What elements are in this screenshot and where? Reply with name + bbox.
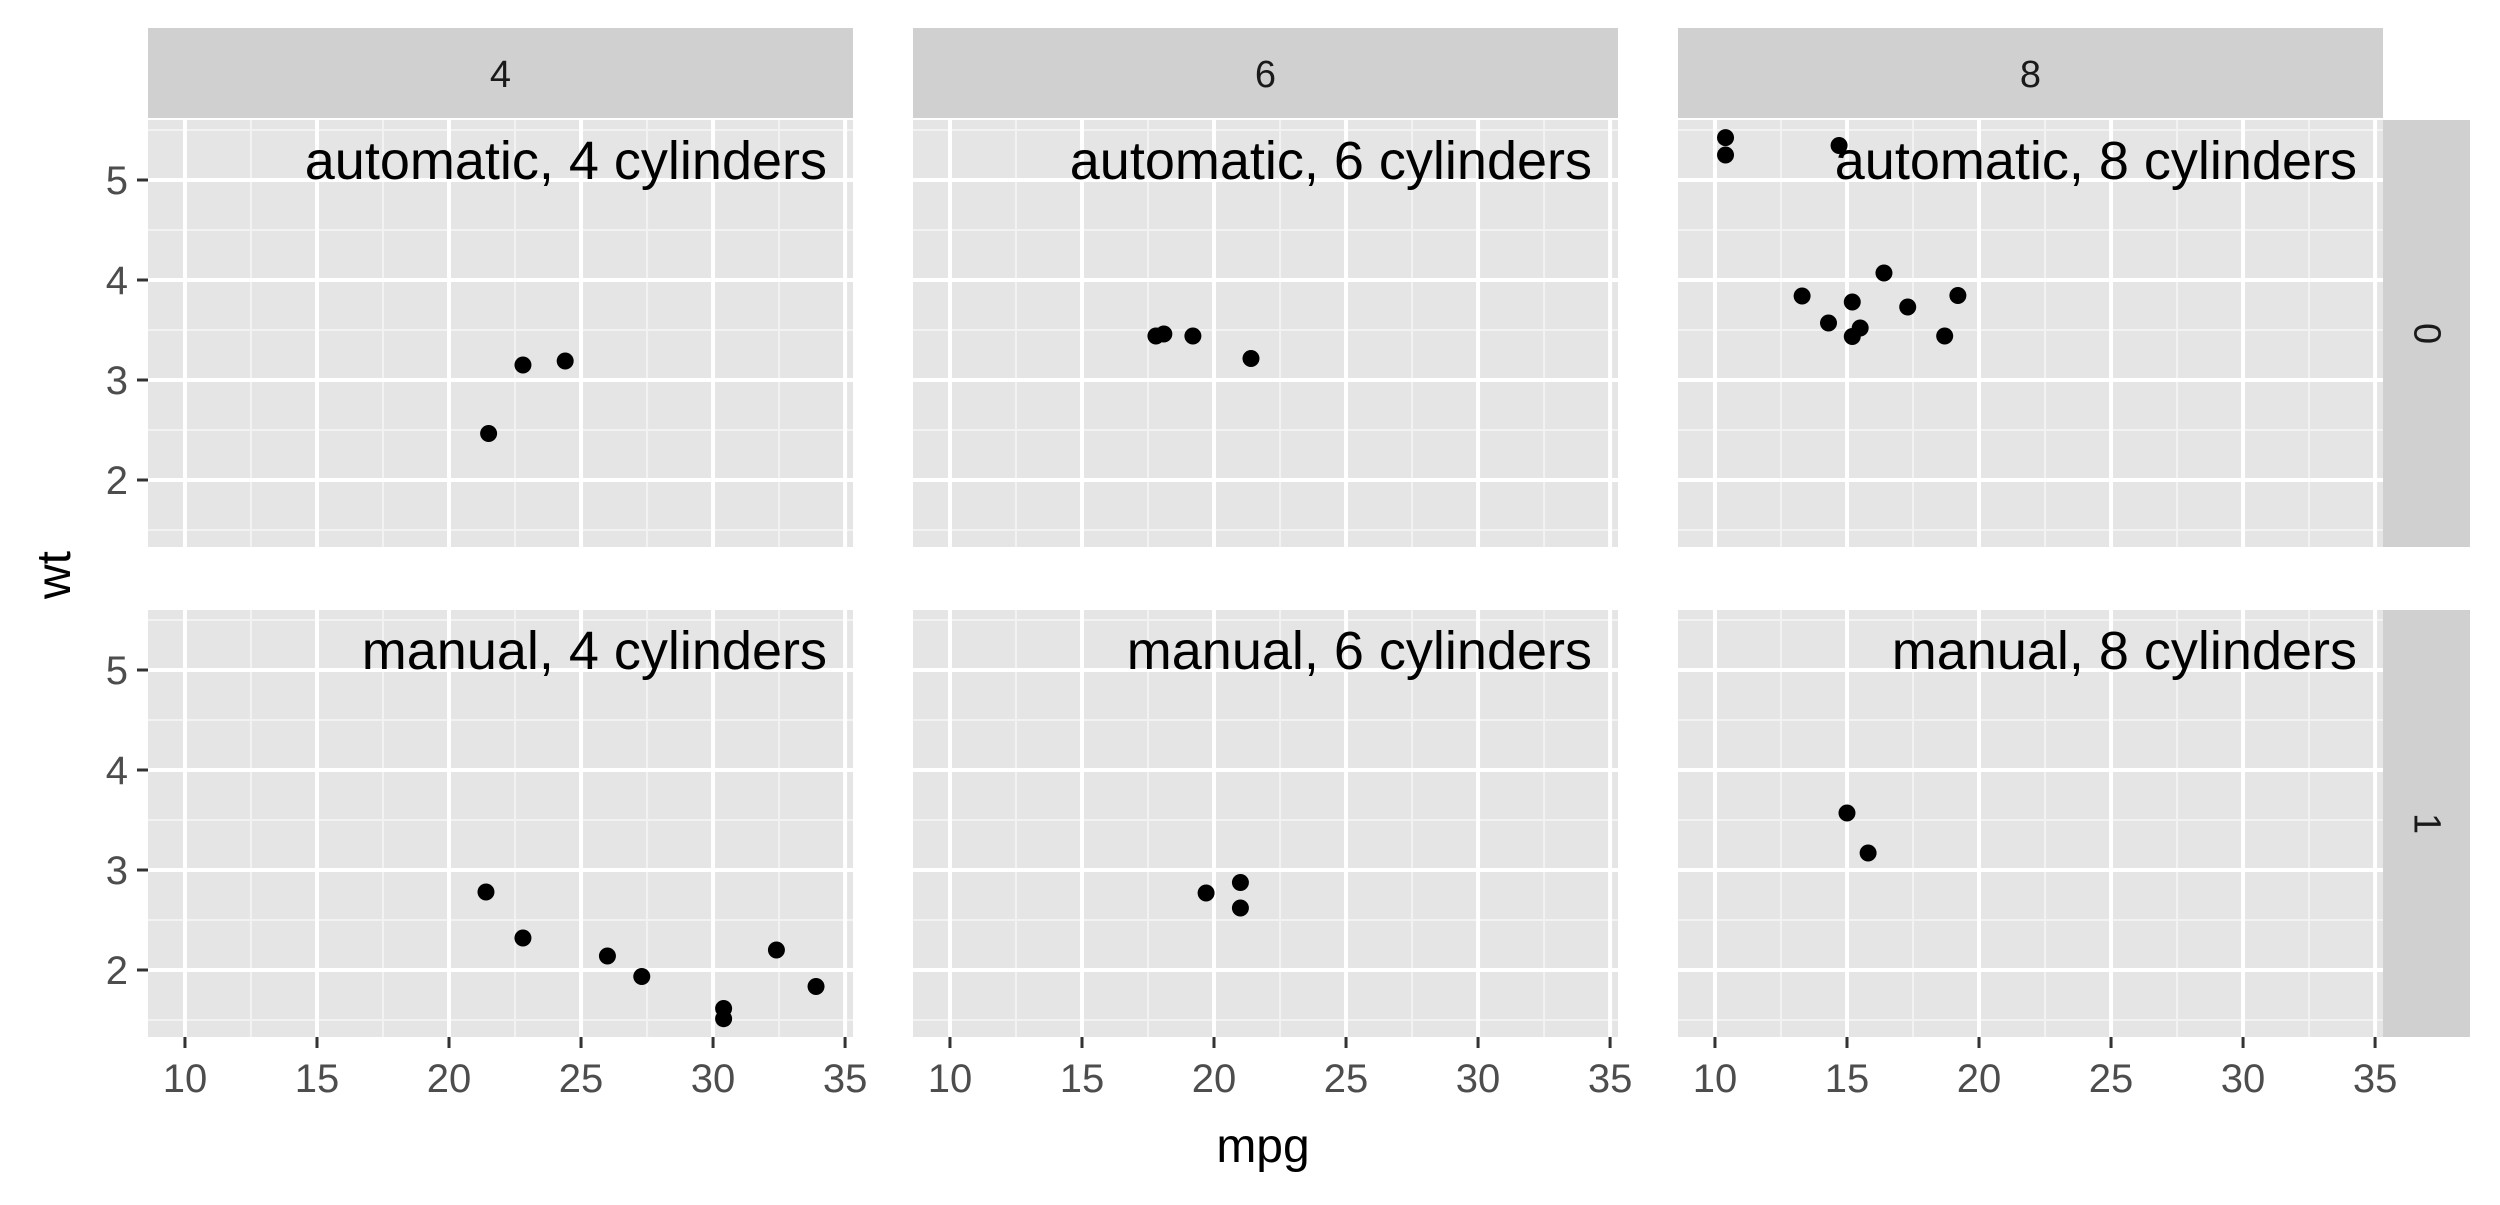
data-point bbox=[807, 978, 825, 995]
data-point bbox=[1949, 287, 1967, 304]
x-tick-label: 25 bbox=[2089, 1057, 2134, 1101]
panel-background bbox=[148, 610, 853, 1037]
data-point bbox=[633, 968, 651, 985]
data-point bbox=[556, 352, 574, 370]
x-tick-label: 30 bbox=[2221, 1057, 2266, 1101]
facet-panel: automatic, 6 cylinders bbox=[913, 120, 1618, 547]
x-tick-label: 15 bbox=[1825, 1057, 1870, 1101]
data-point bbox=[1793, 287, 1811, 305]
data-point bbox=[514, 929, 532, 947]
panel-annotation: manual, 4 cylinders bbox=[362, 621, 827, 681]
column-strip-label: 6 bbox=[1255, 54, 1276, 96]
column-strip bbox=[913, 28, 1618, 118]
panel-annotation: automatic, 8 cylinders bbox=[1835, 131, 2357, 191]
data-point bbox=[1717, 146, 1735, 164]
data-point bbox=[1717, 129, 1735, 147]
data-point bbox=[1155, 325, 1173, 343]
facet-panel: manual, 6 cylinders bbox=[913, 610, 1618, 1037]
y-tick-label: 5 bbox=[106, 159, 128, 203]
data-point bbox=[1875, 264, 1893, 282]
data-point bbox=[1899, 298, 1917, 316]
data-point bbox=[1859, 844, 1877, 862]
x-tick-label: 30 bbox=[691, 1057, 736, 1101]
data-point bbox=[715, 1010, 733, 1028]
column-strip-label: 8 bbox=[2020, 54, 2041, 96]
facet-panel: automatic, 4 cylinders bbox=[148, 120, 853, 547]
y-tick-label: 4 bbox=[106, 259, 128, 303]
x-tick-label: 20 bbox=[1192, 1057, 1237, 1101]
panel-annotation: manual, 8 cylinders bbox=[1892, 621, 2357, 681]
y-tick-label: 3 bbox=[106, 359, 128, 403]
data-point bbox=[1838, 804, 1856, 822]
panel-background bbox=[1678, 610, 2383, 1037]
x-tick-label: 25 bbox=[1324, 1057, 1369, 1101]
x-tick-label: 15 bbox=[1060, 1057, 1105, 1101]
y-tick-label: 2 bbox=[106, 949, 128, 993]
y-axis-title: wt bbox=[28, 551, 81, 600]
row-strip bbox=[2383, 120, 2470, 547]
row-strip bbox=[2383, 610, 2470, 1037]
row-strip-label: 0 bbox=[2406, 323, 2448, 344]
data-point bbox=[480, 425, 498, 442]
x-tick-label: 10 bbox=[1693, 1057, 1738, 1101]
row-strip-label: 1 bbox=[2406, 813, 2448, 834]
facet-panel: manual, 4 cylinders bbox=[148, 610, 853, 1037]
panel-background bbox=[1678, 120, 2383, 547]
data-point bbox=[1843, 293, 1861, 311]
x-axis-title: mpg bbox=[1216, 1120, 1309, 1173]
data-point bbox=[1830, 137, 1848, 154]
panel-annotation: automatic, 4 cylinders bbox=[305, 131, 827, 191]
y-tick-label: 3 bbox=[106, 849, 128, 893]
y-tick-label: 4 bbox=[106, 749, 128, 793]
data-point bbox=[1936, 327, 1954, 345]
panel-annotation: automatic, 6 cylinders bbox=[1070, 131, 1592, 191]
data-point bbox=[1242, 350, 1260, 367]
y-tick-label: 5 bbox=[106, 649, 128, 693]
data-point bbox=[1231, 899, 1249, 917]
panels-layer: automatic, 4 cylinders automatic, 6 cylin… bbox=[148, 120, 2383, 1037]
column-strip bbox=[148, 28, 853, 118]
x-tick-label: 10 bbox=[163, 1057, 208, 1101]
panel-background bbox=[148, 120, 853, 547]
data-point bbox=[1820, 314, 1838, 332]
data-point bbox=[1231, 874, 1249, 891]
x-tick-label: 10 bbox=[928, 1057, 973, 1101]
x-tick-label: 20 bbox=[1957, 1057, 2002, 1101]
x-tick-label: 25 bbox=[559, 1057, 604, 1101]
axes-layer: 2 3 4 5 2 3 4 5 10 15 20 25 30 35 10 15 20 25 30 35 10 15 20 25… bbox=[106, 159, 2398, 1101]
panel-background bbox=[913, 610, 1618, 1037]
panel-background bbox=[913, 120, 1618, 547]
data-point bbox=[514, 356, 532, 374]
data-point bbox=[1184, 327, 1202, 345]
data-point bbox=[767, 941, 785, 959]
y-tick-label: 2 bbox=[106, 459, 128, 503]
data-point bbox=[1851, 319, 1869, 337]
strips-layer: 4 6 8 0 1 bbox=[148, 28, 2470, 1037]
x-tick-label: 35 bbox=[1588, 1057, 1633, 1101]
panel-annotation: manual, 6 cylinders bbox=[1127, 621, 1592, 681]
facet-panel: automatic, 8 cylinders bbox=[1678, 120, 2383, 547]
data-point bbox=[1197, 884, 1215, 902]
x-tick-label: 20 bbox=[427, 1057, 472, 1101]
facet-panel: manual, 8 cylinders bbox=[1678, 610, 2383, 1037]
column-strip bbox=[1678, 28, 2383, 118]
x-tick-label: 35 bbox=[823, 1057, 868, 1101]
x-tick-label: 35 bbox=[2353, 1057, 2398, 1101]
data-point bbox=[477, 883, 495, 901]
x-tick-label: 15 bbox=[295, 1057, 340, 1101]
x-tick-label: 30 bbox=[1456, 1057, 1501, 1101]
data-point bbox=[598, 947, 616, 965]
column-strip-label: 4 bbox=[490, 54, 511, 96]
